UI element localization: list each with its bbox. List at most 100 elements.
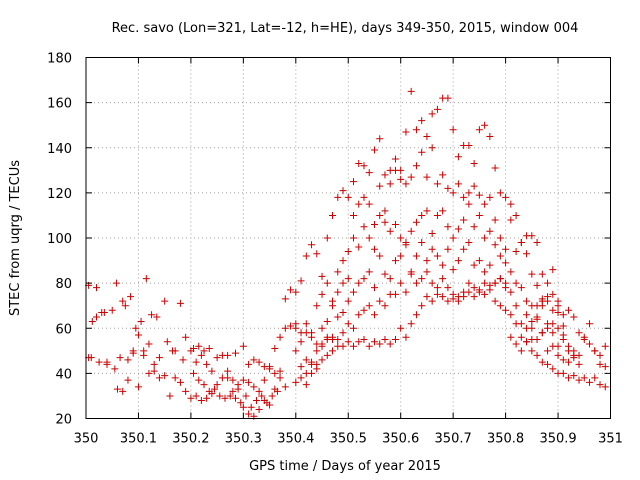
data-point-marker: [481, 290, 489, 298]
data-point-marker: [234, 385, 242, 393]
data-point-marker: [470, 293, 478, 301]
data-point-marker: [470, 261, 478, 269]
data-point-marker: [281, 295, 289, 303]
data-point-marker: [570, 354, 578, 362]
data-point-marker: [512, 211, 520, 219]
data-point-marker: [517, 239, 525, 247]
data-point-marker: [507, 200, 515, 208]
data-point-marker: [496, 252, 504, 260]
data-point-marker: [226, 392, 234, 400]
data-point-marker: [349, 234, 357, 242]
data-point-marker: [150, 367, 158, 375]
data-point-marker: [491, 279, 499, 287]
data-point-marker: [302, 356, 310, 364]
data-point-marker: [166, 392, 174, 400]
data-point-marker: [554, 351, 562, 359]
data-point-marker: [190, 345, 198, 353]
data-point-marker: [460, 293, 468, 301]
data-point-marker: [302, 381, 310, 389]
data-point-marker: [308, 241, 316, 249]
data-point-marker: [292, 324, 300, 332]
data-point-marker: [533, 313, 541, 321]
data-point-marker: [391, 166, 399, 174]
data-point-marker: [360, 162, 368, 170]
data-point-marker: [517, 284, 525, 292]
data-point-marker: [386, 340, 394, 348]
data-point-marker: [360, 223, 368, 231]
data-point-marker: [302, 252, 310, 260]
data-point-marker: [266, 401, 274, 409]
data-point-marker: [418, 148, 426, 156]
data-point-marker: [402, 239, 410, 247]
data-point-marker: [465, 141, 473, 149]
data-point-marker: [402, 333, 410, 341]
data-point-marker: [402, 128, 410, 136]
data-point-marker: [132, 324, 140, 332]
data-point-marker: [570, 313, 578, 321]
data-point-marker: [491, 216, 499, 224]
data-point-marker: [276, 367, 284, 375]
data-point-marker: [318, 356, 326, 364]
data-point-marker: [297, 277, 305, 285]
x-tick-label: 350.6: [382, 432, 419, 447]
data-point-marker: [449, 295, 457, 303]
data-point-marker: [507, 268, 515, 276]
y-tick-labels: 20 40 60 80 100 120 140 160 180: [47, 52, 72, 428]
y-tick-label: 20: [55, 413, 72, 428]
data-point-marker: [370, 338, 378, 346]
data-point-marker: [586, 340, 594, 348]
data-point-marker: [100, 308, 108, 316]
data-point-marker: [575, 360, 583, 368]
data-point-marker: [412, 162, 420, 170]
data-point-marker: [465, 189, 473, 197]
data-point-marker: [318, 290, 326, 298]
data-point-marker: [182, 387, 190, 395]
data-point-marker: [376, 297, 384, 305]
data-point-marker: [565, 358, 573, 366]
data-point-marker: [229, 387, 237, 395]
data-point-marker: [544, 320, 552, 328]
data-point-marker: [454, 153, 462, 161]
data-point-marker: [512, 320, 520, 328]
data-point-marker: [103, 358, 111, 366]
data-point-marker: [454, 297, 462, 305]
data-point-marker: [197, 396, 205, 404]
data-point-marker: [344, 248, 352, 256]
data-point-marker: [428, 297, 436, 305]
data-point-marker: [370, 220, 378, 228]
data-point-marker: [187, 394, 195, 402]
data-point-marker: [549, 329, 557, 337]
data-point-marker: [313, 360, 321, 368]
data-point-marker: [329, 347, 337, 355]
data-point-marker: [444, 245, 452, 253]
data-point-marker: [601, 363, 609, 371]
data-point-marker: [386, 180, 394, 188]
data-point-marker: [334, 313, 342, 321]
data-point-marker: [190, 369, 198, 377]
data-point-marker: [554, 308, 562, 316]
data-point-marker: [496, 234, 504, 242]
data-point-marker: [439, 171, 447, 179]
data-point-marker: [507, 216, 515, 224]
data-point-marker: [444, 184, 452, 192]
data-point-marker: [412, 279, 420, 287]
data-point-marker: [355, 311, 363, 319]
data-point-marker: [334, 268, 342, 276]
data-point-marker: [428, 279, 436, 287]
data-point-marker: [370, 146, 378, 154]
data-point-marker: [355, 243, 363, 251]
data-point-marker: [245, 378, 253, 386]
data-point-marker: [502, 306, 510, 314]
data-point-marker: [281, 324, 289, 332]
data-point-marker: [381, 302, 389, 310]
data-point-marker: [92, 284, 100, 292]
data-point-marker: [255, 387, 263, 395]
data-point-marker: [402, 180, 410, 188]
data-point-marker: [381, 270, 389, 278]
data-point-marker: [444, 94, 452, 102]
data-point-marker: [428, 144, 436, 152]
data-point-marker: [376, 182, 384, 190]
data-point-marker: [433, 211, 441, 219]
data-point-marker: [407, 87, 415, 95]
